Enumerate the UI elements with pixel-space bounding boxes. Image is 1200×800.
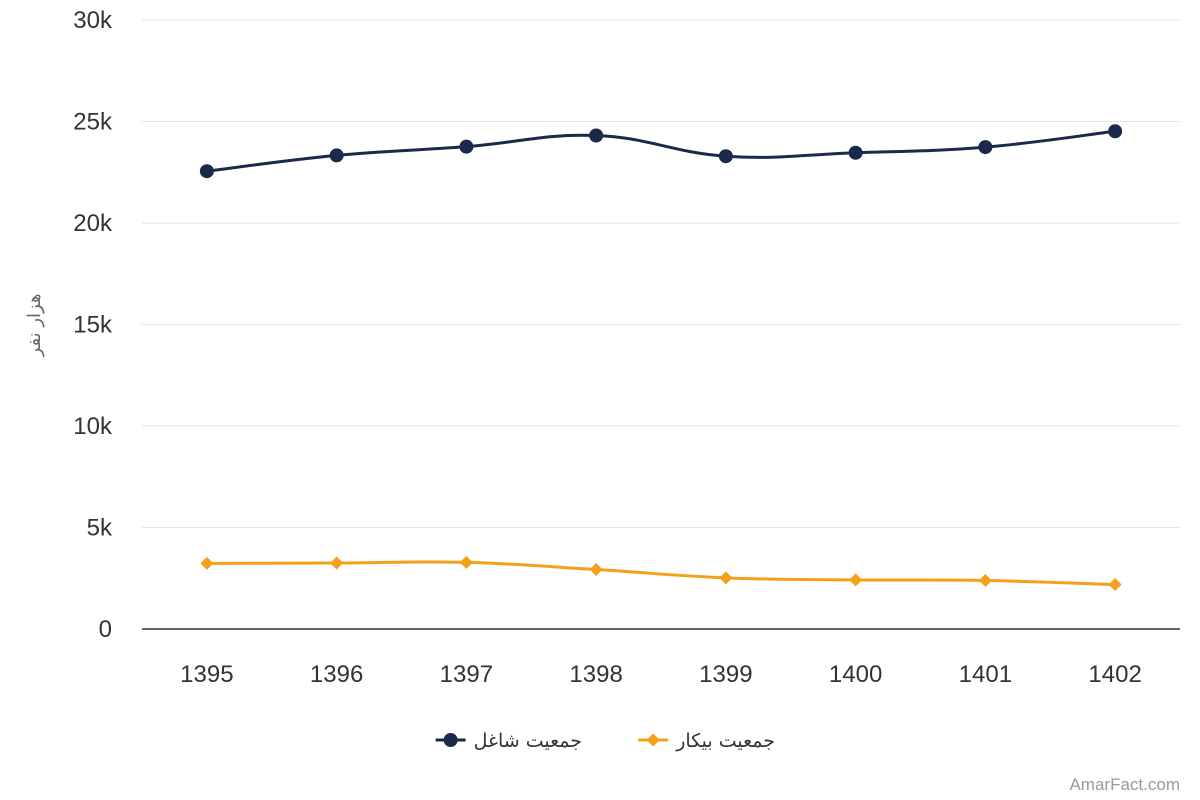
data-point[interactable] <box>330 556 344 570</box>
x-tick-label: 1397 <box>440 661 493 688</box>
x-tick-label: 1395 <box>180 661 233 688</box>
data-point[interactable] <box>199 164 214 179</box>
legend-marker[interactable] <box>646 733 660 747</box>
data-point[interactable] <box>718 149 733 164</box>
x-tick-label: 1398 <box>569 661 622 688</box>
y-tick-label: 25k <box>73 109 113 136</box>
legend[interactable]: جمعیت بیکار جمعیت شاغل <box>435 730 775 752</box>
data-point[interactable] <box>719 571 733 585</box>
series-1 <box>199 124 1123 179</box>
credit-text[interactable]: AmarFact.com <box>1069 775 1180 794</box>
data-point[interactable] <box>329 148 344 163</box>
y-axis-label: هزار نفر <box>24 294 45 358</box>
legend-marker[interactable] <box>443 733 458 747</box>
y-tick-label: 15k <box>73 312 113 339</box>
data-point[interactable] <box>589 563 603 577</box>
y-tick-label: 20k <box>73 210 113 237</box>
y-tick-label: 10k <box>73 413 113 440</box>
y-tick-label: 0 <box>99 616 112 643</box>
data-point[interactable] <box>459 139 474 154</box>
y-axis: 0 5k 10k 15k 20k 25k 30k <box>73 7 113 643</box>
x-axis: 1395 1396 1397 1398 1399 1400 1401 1402 <box>180 661 1142 688</box>
data-point[interactable] <box>848 145 863 160</box>
x-tick-label: 1396 <box>310 661 363 688</box>
series-2 <box>200 555 1122 592</box>
x-tick-label: 1401 <box>959 661 1012 688</box>
x-tick-label: 1400 <box>829 661 882 688</box>
grid-lines <box>142 19 1180 528</box>
x-tick-label: 1399 <box>699 661 752 688</box>
y-tick-label: 5k <box>87 515 113 542</box>
legend-item[interactable]: جمعیت بیکار <box>638 730 775 752</box>
legend-item[interactable]: جمعیت شاغل <box>435 730 582 752</box>
series-line <box>205 560 1117 587</box>
data-point[interactable] <box>459 555 473 569</box>
legend-label: جمعیت شاغل <box>474 730 582 752</box>
x-tick-label: 1402 <box>1088 661 1141 688</box>
data-point[interactable] <box>1108 578 1122 592</box>
data-point[interactable] <box>589 128 604 143</box>
y-tick-label: 30k <box>73 7 113 34</box>
data-point[interactable] <box>978 573 992 587</box>
data-point[interactable] <box>200 556 214 570</box>
legend-label: جمعیت بیکار <box>675 730 775 752</box>
series-line <box>205 129 1117 173</box>
data-point[interactable] <box>1108 124 1123 139</box>
data-point[interactable] <box>849 573 863 587</box>
data-point[interactable] <box>978 140 993 155</box>
series-layer <box>199 124 1123 592</box>
